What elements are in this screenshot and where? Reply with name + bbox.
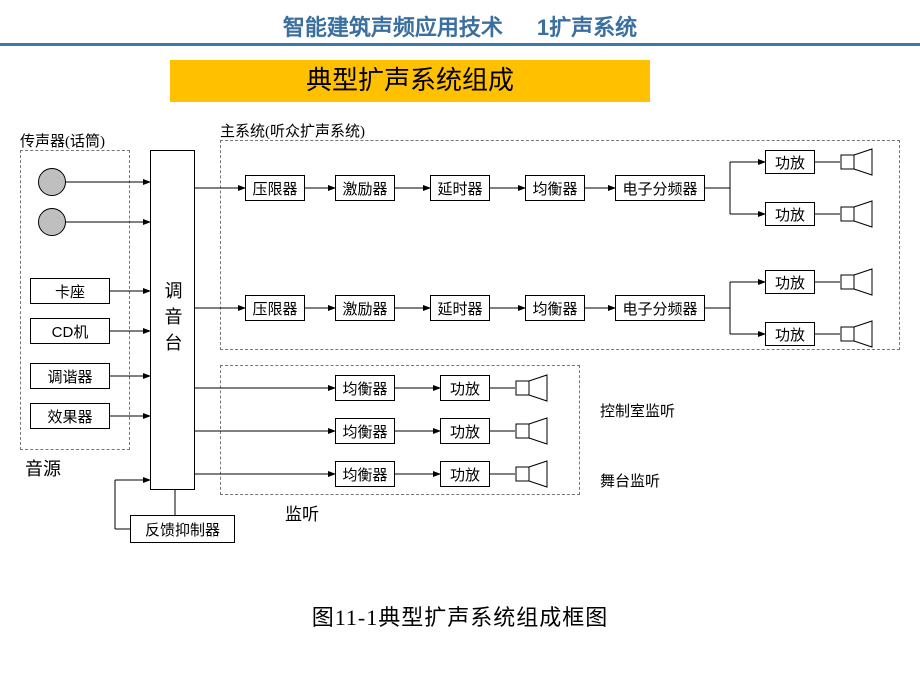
diagram-wires: [20, 120, 900, 560]
diagram-title: 典型扩声系统组成: [170, 60, 650, 102]
diagram-canvas: 传声器(话筒) 主系统(听众扩声系统) 音源 监听 控制室监听 舞台监听 卡座 …: [20, 120, 900, 560]
page-header: 智能建筑声频应用技术 1扩声系统: [0, 0, 920, 46]
figure-caption: 图11-1典型扩声系统组成框图: [0, 600, 920, 632]
header-right: 1扩声系统: [537, 0, 637, 42]
header-left: 智能建筑声频应用技术: [283, 0, 503, 42]
